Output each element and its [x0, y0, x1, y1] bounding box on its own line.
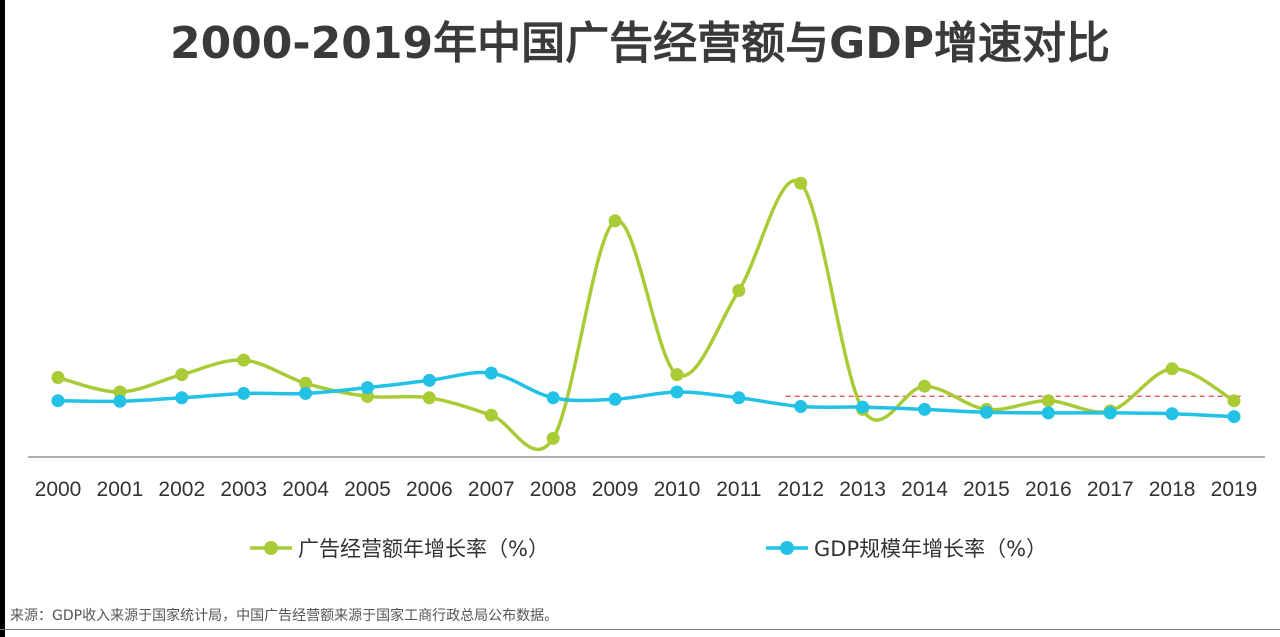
data-point-2-2015 [979, 405, 993, 419]
data-point-2-2012 [794, 400, 808, 413]
series-1 [51, 176, 1241, 452]
data-point-1-2006 [422, 391, 436, 405]
data-point-2-2002 [175, 391, 189, 405]
data-point-2-2013 [856, 400, 870, 414]
legend-item-2: GDP规模年增长率（%） [766, 537, 1047, 561]
data-point-2-2018 [1165, 407, 1179, 421]
data-point-1-2003 [237, 353, 251, 367]
x-tick-label-2019: 2019 [1211, 478, 1258, 501]
data-point-1-2014 [918, 379, 932, 393]
x-tick-label-2009: 2009 [592, 478, 639, 501]
data-point-1-2018 [1165, 362, 1179, 376]
data-point-2-2017 [1103, 406, 1117, 420]
x-tick-label-2017: 2017 [1087, 478, 1134, 501]
x-tick-label-2011: 2011 [716, 478, 761, 501]
line-chart: 2000 2001 2002 2003 2004 2005 2006 2007 2008 2009… [28, 176, 1265, 561]
x-tick-label-2001: 2001 [97, 478, 144, 501]
data-point-1-2009 [608, 214, 622, 228]
data-point-2-2004 [299, 386, 313, 400]
data-point-2-2001 [113, 394, 127, 408]
x-tick-label-2010: 2010 [654, 478, 701, 501]
data-point-1-2002 [175, 368, 189, 382]
data-point-1-2012 [794, 176, 808, 190]
legend: 广告经营额年增长率（%） GDP规模年增长率（%） [250, 537, 1047, 561]
x-tick-label-2003: 2003 [220, 478, 267, 501]
x-tick-label-2014: 2014 [901, 478, 948, 501]
x-tick-label-2013: 2013 [839, 478, 886, 501]
x-tick-label-2005: 2005 [344, 478, 391, 501]
x-tick-label-2012: 2012 [777, 478, 824, 501]
data-point-2-2005 [360, 381, 374, 395]
data-point-2-2003 [237, 386, 251, 400]
chart-title: 2000-2019年中国广告经营额与GDP增速对比 [169, 18, 1111, 69]
legend-label-1: 广告经营额年增长率（%） [298, 537, 549, 561]
legend-label-2: GDP规模年增长率（%） [814, 537, 1047, 561]
data-point-1-2008 [546, 431, 560, 445]
series-line-2 [56, 370, 1236, 419]
data-point-2-2000 [51, 394, 65, 408]
source-divider [0, 629, 1280, 630]
x-tick-label-2016: 2016 [1025, 478, 1072, 501]
data-point-1-2011 [732, 284, 746, 297]
x-tick-label-2007: 2007 [468, 478, 515, 501]
legend-marker-2 [780, 541, 794, 555]
data-point-2-2009 [608, 392, 622, 406]
x-tick-label-2008: 2008 [530, 478, 577, 501]
x-tick-label-2002: 2002 [158, 478, 205, 501]
data-point-2-2010 [670, 385, 684, 399]
legend-item-1: 广告经营额年增长率（%） [250, 537, 549, 561]
data-point-1-2007 [484, 408, 498, 422]
data-point-2-2011 [732, 391, 746, 405]
x-tick-label-2000: 2000 [35, 478, 82, 501]
data-point-2-2007 [484, 366, 498, 380]
legend-marker-1 [264, 541, 278, 555]
data-point-1-2000 [51, 371, 65, 384]
series-line-1 [56, 178, 1236, 452]
data-point-1-2004 [299, 376, 313, 390]
data-point-1-2010 [670, 368, 684, 382]
series-layer [51, 176, 1241, 452]
x-tick-label-2006: 2006 [406, 478, 453, 501]
x-tick-label-2004: 2004 [282, 478, 329, 501]
data-point-2-2016 [1041, 406, 1055, 420]
x-tick-label-2018: 2018 [1149, 478, 1196, 501]
x-tick-label-2015: 2015 [963, 478, 1010, 501]
data-point-2-2008 [546, 391, 560, 405]
left-edge-bar [0, 0, 5, 637]
data-point-1-2016 [1041, 394, 1055, 408]
data-point-2-2006 [422, 373, 436, 387]
data-point-2-2014 [918, 402, 932, 416]
data-point-2-2019 [1227, 410, 1241, 424]
series-2 [51, 366, 1241, 424]
data-point-1-2001 [113, 385, 127, 399]
x-axis: 2000 2001 2002 2003 2004 2005 2006 2007 2008 2009… [28, 456, 1265, 501]
data-point-1-2019 [1227, 394, 1241, 408]
source-note: 来源：GDP收入来源于国家统计局，中国广告经营额来源于国家工商行政总局公布数据。 [10, 608, 559, 624]
